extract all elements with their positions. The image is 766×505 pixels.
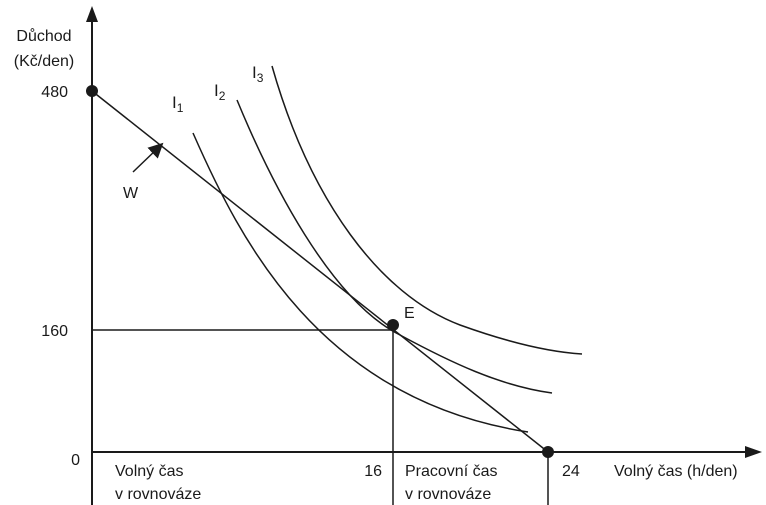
- x-tick-24: 24: [562, 463, 580, 480]
- curve-label-i3: I3: [252, 63, 264, 85]
- work-region-label-line2: v rovnováze: [405, 486, 491, 503]
- curve-label-i1: I1: [172, 93, 184, 115]
- x-tick-16: 16: [364, 463, 382, 480]
- curve-label-i2-letter: I: [214, 81, 219, 100]
- budget-line-w: [91, 90, 549, 453]
- y-axis-title-line2: (Kč/den): [14, 53, 74, 70]
- budget-line-label: W: [123, 185, 139, 202]
- indifference-curve-i2: [236, 99, 553, 394]
- point-24: [542, 446, 554, 458]
- curve-label-i3-subscript: 3: [257, 71, 264, 85]
- budget-line-pointer-arrow-icon: [132, 142, 164, 173]
- equilibrium-label: E: [404, 305, 415, 322]
- y-axis-arrow-icon: [86, 6, 98, 22]
- leisure-region-label-line1: Volný čas: [115, 463, 183, 480]
- curve-label-i1-letter: I: [172, 93, 177, 112]
- curve-label-i1-subscript: 1: [177, 101, 184, 115]
- y-axis-title-line1: Důchod: [16, 27, 71, 45]
- point-equilibrium-e: [387, 319, 399, 331]
- point-480: [86, 85, 98, 97]
- y-tick-480: 480: [41, 84, 68, 101]
- leisure-region-label-line2: v rovnováze: [115, 486, 201, 503]
- curve-label-i2: I2: [214, 81, 226, 103]
- curve-label-i2-subscript: 2: [219, 89, 226, 103]
- x-axis-arrow-icon: [745, 446, 762, 458]
- x-axis-title: Volný čas (h/den): [614, 463, 738, 480]
- work-region-label-line1: Pracovní čas: [405, 463, 497, 480]
- y-tick-0: 0: [71, 452, 80, 469]
- curve-label-i3-letter: I: [252, 63, 257, 82]
- indifference-curve-i1: [192, 132, 529, 433]
- y-tick-160: 160: [41, 323, 68, 340]
- indifference-curve-i3: [271, 65, 583, 355]
